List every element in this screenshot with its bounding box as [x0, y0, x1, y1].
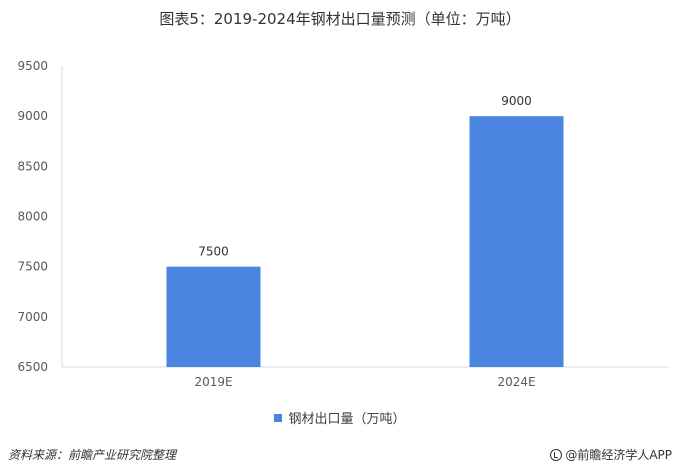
chart-title: 图表5：2019-2024年钢材出口量预测（单位：万吨） [159, 10, 521, 28]
bars [166, 116, 564, 368]
legend-label: 钢材出口量（万吨） [288, 412, 406, 427]
y-tick-label: 7000 [17, 310, 48, 324]
bar-data-label: 9000 [501, 94, 532, 108]
brand-logo-icon [550, 448, 563, 461]
legend: 钢材出口量（万吨） [0, 408, 680, 427]
x-axis-ticks: 2019E 2024E [194, 375, 535, 389]
y-tick-label: 9500 [17, 59, 48, 73]
y-tick-label: 7500 [17, 260, 48, 274]
y-tick-label: 9000 [17, 109, 48, 123]
legend-swatch [274, 413, 283, 422]
axes [61, 66, 668, 368]
x-tick-label: 2024E [497, 375, 535, 389]
source-note: 资料来源：前瞻产业研究院整理 [8, 448, 177, 462]
bar [469, 116, 564, 368]
brand-credit: @前瞻经济学人APP [550, 446, 672, 463]
y-axis-ticks: 6500 7000 7500 8000 8500 9000 9500 [17, 59, 48, 374]
bar [166, 266, 261, 367]
x-tick-label: 2019E [194, 375, 232, 389]
data-labels: 7500 9000 [198, 94, 532, 259]
brand-label: @前瞻经济学人APP [565, 448, 672, 462]
y-tick-label: 6500 [17, 360, 48, 374]
y-tick-label: 8500 [17, 159, 48, 173]
bar-data-label: 7500 [198, 245, 229, 259]
y-tick-label: 8000 [17, 210, 48, 224]
